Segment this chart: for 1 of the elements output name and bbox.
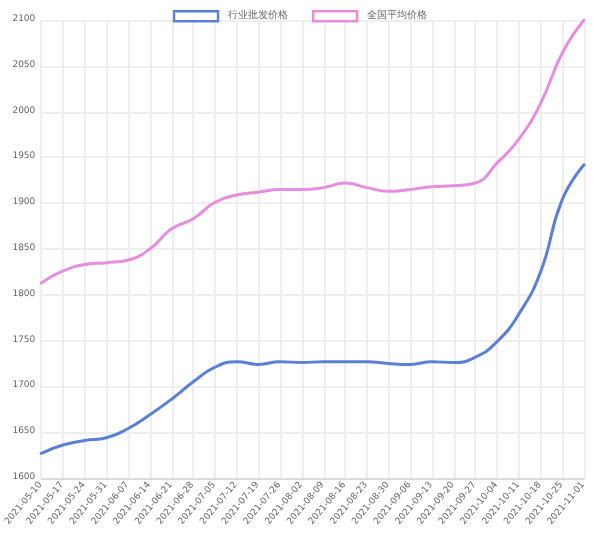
line-series xyxy=(39,163,586,455)
